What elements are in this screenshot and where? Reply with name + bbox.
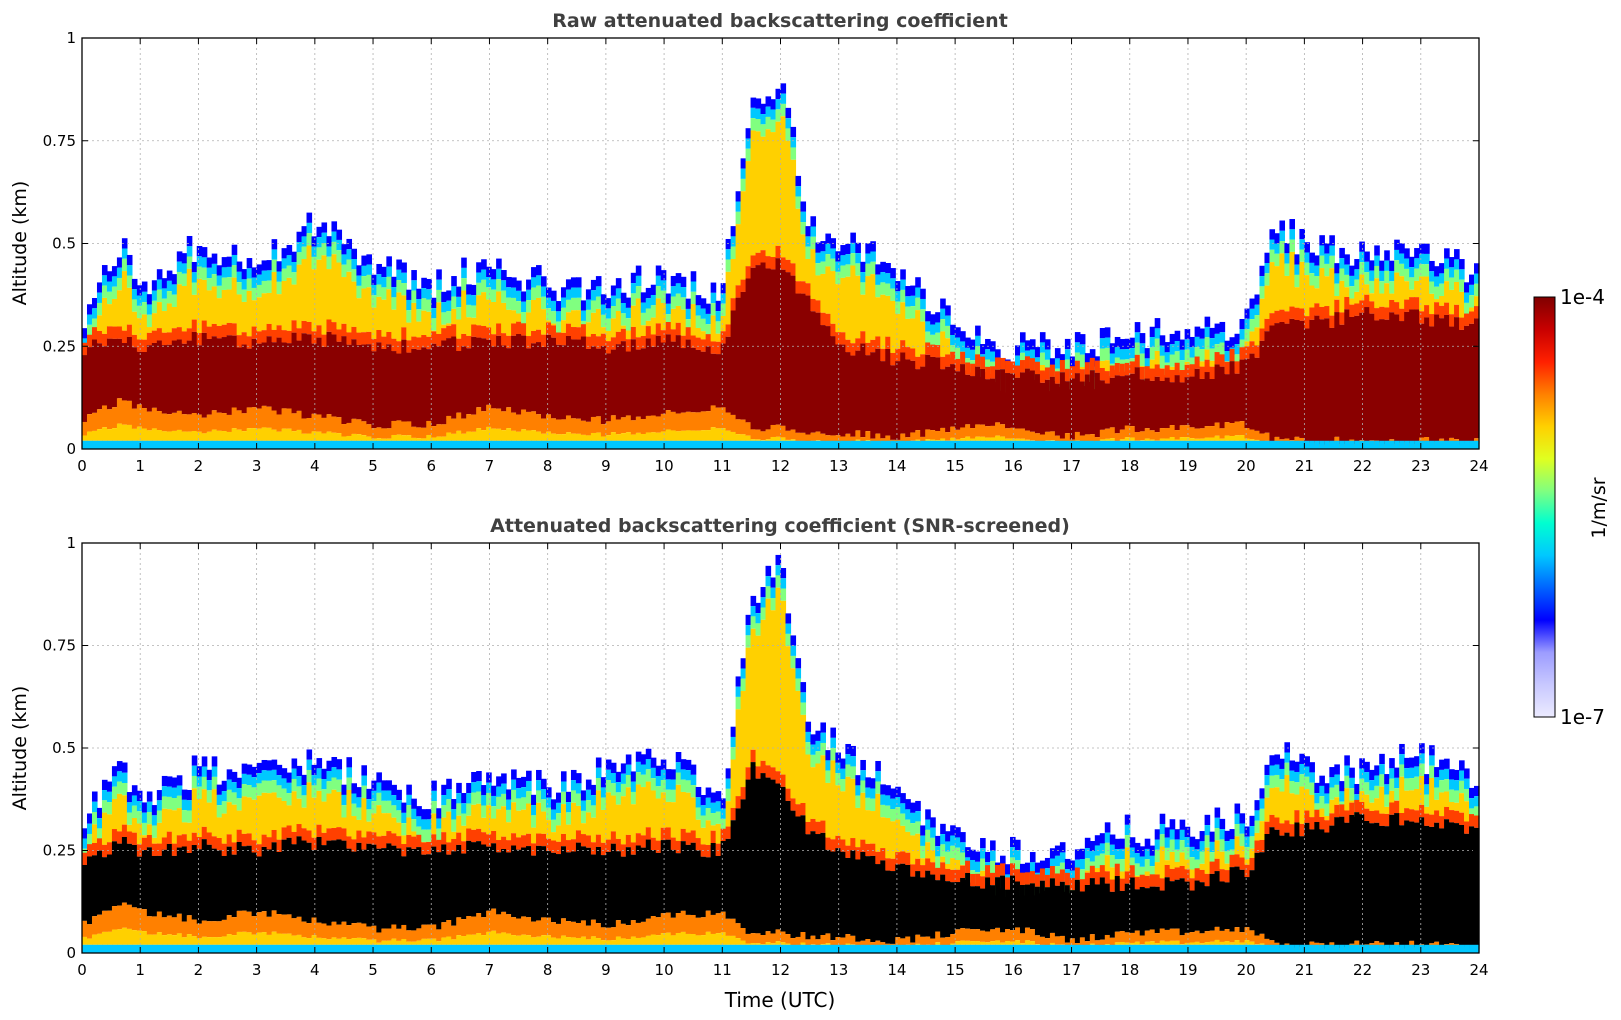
colorbar-max-label: 1e-4 (1560, 285, 1605, 309)
x-tick-label: 14 (887, 961, 906, 979)
y-tick-label: 0.75 (43, 132, 76, 150)
x-tick-label: 12 (771, 961, 790, 979)
x-tick-label: 2 (194, 961, 204, 979)
x-tick-label: 17 (1062, 961, 1081, 979)
chart-title-snr: Attenuated backscattering coefficient (S… (490, 515, 1070, 537)
x-tick-label: 7 (485, 457, 495, 475)
x-tick-label: 15 (946, 457, 965, 475)
x-tick-label: 3 (252, 457, 262, 475)
x-tick-label: 3 (252, 961, 262, 979)
x-tick-label: 11 (713, 457, 732, 475)
x-tick-label: 5 (368, 457, 378, 475)
x-tick-label: 19 (1178, 961, 1197, 979)
x-axis-label: Time (UTC) (724, 988, 836, 1012)
x-tick-label: 20 (1237, 961, 1256, 979)
y-tick-label: 0 (66, 440, 76, 458)
colorbar-unit-label: 1/m/sr (1588, 477, 1610, 538)
x-tick-label: 9 (601, 961, 611, 979)
x-tick-label: 11 (713, 961, 732, 979)
y-tick-label: 0 (66, 944, 76, 962)
x-tick-label: 20 (1237, 457, 1256, 475)
colorbar: 1e-4 1e-7 1/m/sr (1533, 285, 1610, 729)
x-tick-label: 1 (135, 457, 145, 475)
x-tick-label: 1 (135, 961, 145, 979)
chart-raw-backscatter: Raw attenuated backscattering coefficien… (9, 10, 1489, 475)
x-tick-label: 6 (426, 457, 436, 475)
x-tick-label: 14 (887, 457, 906, 475)
x-tick-label: 13 (829, 961, 848, 979)
x-tick-label: 13 (829, 457, 848, 475)
x-axis-snr: 0 1 2 3 4 5 6 7 8 9 10 11 12 13 14 15 16 17 18 19 20 21 22 23 24 (77, 543, 1489, 979)
y-tick-label: 0.5 (52, 739, 76, 757)
y-axis-snr: 0 0.25 0.5 0.75 1 (43, 534, 1479, 962)
x-tick-label: 16 (1004, 457, 1023, 475)
y-axis-label-snr: Altitude (km) (9, 686, 31, 811)
x-tick-label: 2 (194, 457, 204, 475)
x-tick-label: 8 (543, 457, 553, 475)
x-tick-label: 0 (77, 961, 87, 979)
colorbar-min-label: 1e-7 (1560, 705, 1605, 729)
y-tick-label: 1 (66, 29, 76, 47)
x-tick-label: 12 (771, 457, 790, 475)
x-tick-label: 18 (1120, 457, 1139, 475)
y-tick-label: 0.5 (52, 235, 76, 253)
x-tick-label: 23 (1411, 961, 1430, 979)
x-tick-label: 22 (1353, 961, 1372, 979)
x-tick-label: 6 (426, 961, 436, 979)
x-tick-label: 0 (77, 457, 87, 475)
x-tick-label: 16 (1004, 961, 1023, 979)
x-tick-label: 23 (1411, 457, 1430, 475)
heatmap-raw (82, 83, 1480, 449)
x-axis-raw: 0 1 2 3 4 5 6 7 8 9 10 11 12 13 14 15 16 17 18 19 20 21 22 23 24 (77, 38, 1489, 475)
chart-title-raw: Raw attenuated backscattering coefficien… (552, 10, 1008, 32)
x-tick-label: 5 (368, 961, 378, 979)
heatmap-snr (82, 554, 1480, 953)
x-tick-label: 4 (310, 457, 320, 475)
x-tick-label: 9 (601, 457, 611, 475)
x-tick-label: 4 (310, 961, 320, 979)
x-tick-label: 21 (1295, 457, 1314, 475)
y-tick-label: 0.75 (43, 637, 76, 655)
x-tick-label: 8 (543, 961, 553, 979)
x-tick-label: 19 (1178, 457, 1197, 475)
x-tick-label: 24 (1469, 457, 1488, 475)
y-tick-label: 0.25 (43, 337, 76, 355)
x-tick-label: 22 (1353, 457, 1372, 475)
x-tick-label: 7 (485, 961, 495, 979)
chart-snr-screened-backscatter: Attenuated backscattering coefficient (S… (9, 515, 1489, 1012)
x-tick-label: 24 (1469, 961, 1488, 979)
colorbar-gradient (1533, 296, 1556, 718)
y-tick-label: 0.25 (43, 842, 76, 860)
grid-snr (81, 542, 1480, 954)
x-tick-label: 15 (946, 961, 965, 979)
y-axis-label-raw: Altitude (km) (9, 181, 31, 306)
x-tick-label: 18 (1120, 961, 1139, 979)
x-tick-label: 10 (655, 457, 674, 475)
y-tick-label: 1 (66, 534, 76, 552)
x-tick-label: 21 (1295, 961, 1314, 979)
x-tick-label: 17 (1062, 457, 1081, 475)
y-axis-raw: 0 0.25 0.5 0.75 1 (43, 29, 1479, 458)
x-tick-label: 10 (655, 961, 674, 979)
